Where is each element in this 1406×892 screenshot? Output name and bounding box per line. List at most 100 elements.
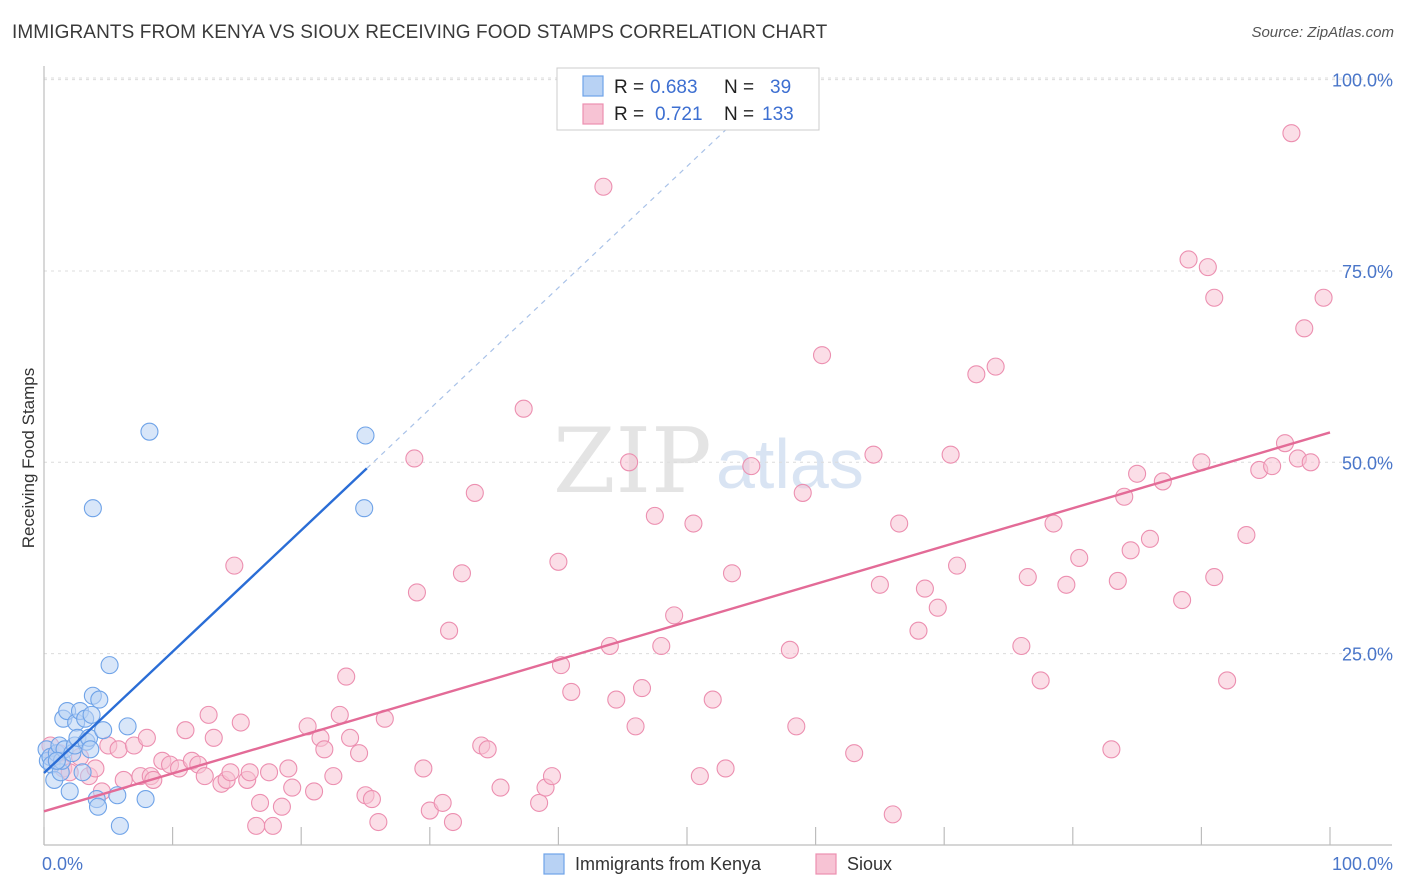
point-sioux <box>883 805 902 824</box>
point-sioux <box>414 759 433 778</box>
point-sioux <box>1031 671 1050 690</box>
point-sioux <box>845 744 864 763</box>
point-sioux <box>478 740 497 759</box>
point-sioux <box>369 812 388 832</box>
point-sioux <box>305 782 324 801</box>
point-kenya <box>94 721 113 740</box>
point-kenya <box>82 705 101 724</box>
point-kenya <box>356 426 375 445</box>
point-sioux <box>626 717 645 736</box>
point-sioux <box>787 717 806 736</box>
legend-n-label-sioux: N = <box>724 104 754 125</box>
point-sioux <box>279 759 298 778</box>
bottom-legend-swatch-kenya <box>543 853 565 875</box>
point-sioux <box>1070 548 1089 568</box>
point-sioux <box>231 713 250 732</box>
point-sioux <box>1295 319 1314 338</box>
point-sioux <box>1205 568 1224 587</box>
data-points <box>37 124 1333 835</box>
point-sioux <box>562 682 581 701</box>
point-sioux <box>742 457 761 476</box>
point-sioux <box>465 483 484 502</box>
point-kenya <box>110 816 129 835</box>
point-kenya <box>100 656 119 675</box>
point-sioux <box>620 453 639 472</box>
point-sioux <box>199 705 218 724</box>
point-sioux <box>330 705 349 724</box>
point-sioux <box>812 346 832 365</box>
point-sioux <box>137 728 156 747</box>
point-sioux <box>283 778 302 797</box>
point-kenya <box>88 797 108 816</box>
svg-text:0.683: 0.683 <box>650 77 698 98</box>
legend-r-value-kenya: 0.683 <box>650 77 698 98</box>
y-axis-label: Receiving Food Stamps <box>19 368 38 548</box>
point-sioux <box>109 740 128 759</box>
point-sioux <box>684 514 703 533</box>
point-sioux <box>967 365 986 384</box>
point-sioux <box>1314 288 1333 307</box>
point-sioux <box>1301 453 1320 472</box>
legend-n-label-kenya: N = <box>724 77 754 98</box>
y-tick-label: 100.0% <box>1332 71 1393 91</box>
point-kenya <box>140 422 159 441</box>
point-sioux <box>1173 591 1192 610</box>
trend-line-kenya <box>43 467 368 774</box>
point-sioux <box>632 679 652 698</box>
point-sioux <box>722 564 742 583</box>
point-sioux <box>864 445 883 464</box>
point-kenya <box>83 499 102 518</box>
point-sioux <box>263 816 282 835</box>
point-sioux <box>433 793 452 812</box>
point-kenya <box>60 782 79 801</box>
point-sioux <box>491 778 510 797</box>
point-sioux <box>272 797 291 816</box>
point-sioux <box>607 690 626 709</box>
legend-r-value-sioux: 0.721 <box>655 104 703 125</box>
point-sioux <box>324 767 343 786</box>
point-sioux <box>1102 740 1121 759</box>
point-sioux <box>645 506 664 525</box>
point-sioux <box>890 514 909 533</box>
point-sioux <box>405 449 424 468</box>
point-sioux <box>1128 464 1147 483</box>
gridlines <box>44 77 1392 655</box>
point-sioux <box>443 812 462 832</box>
point-sioux <box>221 763 240 782</box>
point-sioux <box>1018 568 1037 587</box>
point-sioux <box>1140 529 1160 548</box>
legend-swatch-sioux <box>582 103 604 125</box>
point-kenya <box>73 763 92 782</box>
svg-text:R =: R = <box>614 77 644 98</box>
point-sioux <box>1179 250 1198 269</box>
point-sioux <box>542 767 562 786</box>
bottom-legend-swatch-sioux <box>815 853 837 875</box>
point-sioux <box>780 640 799 659</box>
point-kenya <box>90 690 109 709</box>
point-sioux <box>176 721 195 740</box>
point-sioux <box>204 728 223 747</box>
bottom-legend: Immigrants from Kenya Sioux <box>543 853 892 875</box>
point-sioux <box>247 816 266 835</box>
point-sioux <box>870 575 889 594</box>
point-sioux <box>1282 124 1301 143</box>
watermark-atlas: atlas <box>716 425 864 503</box>
point-sioux <box>793 483 812 502</box>
svg-text:39: 39 <box>770 77 791 98</box>
svg-text:R =: R = <box>614 104 644 125</box>
point-sioux <box>690 767 709 786</box>
point-kenya <box>81 740 100 759</box>
point-sioux <box>1108 571 1127 590</box>
point-sioux <box>909 621 928 640</box>
point-sioux <box>1012 636 1031 656</box>
point-sioux <box>362 790 381 809</box>
point-sioux <box>716 759 735 778</box>
point-sioux <box>350 744 369 763</box>
legend-r-label-sioux: R = <box>614 104 644 125</box>
point-sioux <box>652 636 671 656</box>
point-sioux <box>948 556 967 575</box>
y-tick-labels: 25.0% 50.0% 75.0% 100.0% <box>1332 71 1393 665</box>
trend-lines <box>43 117 1331 813</box>
bottom-legend-label-sioux: Sioux <box>847 854 892 874</box>
point-sioux <box>665 606 684 625</box>
